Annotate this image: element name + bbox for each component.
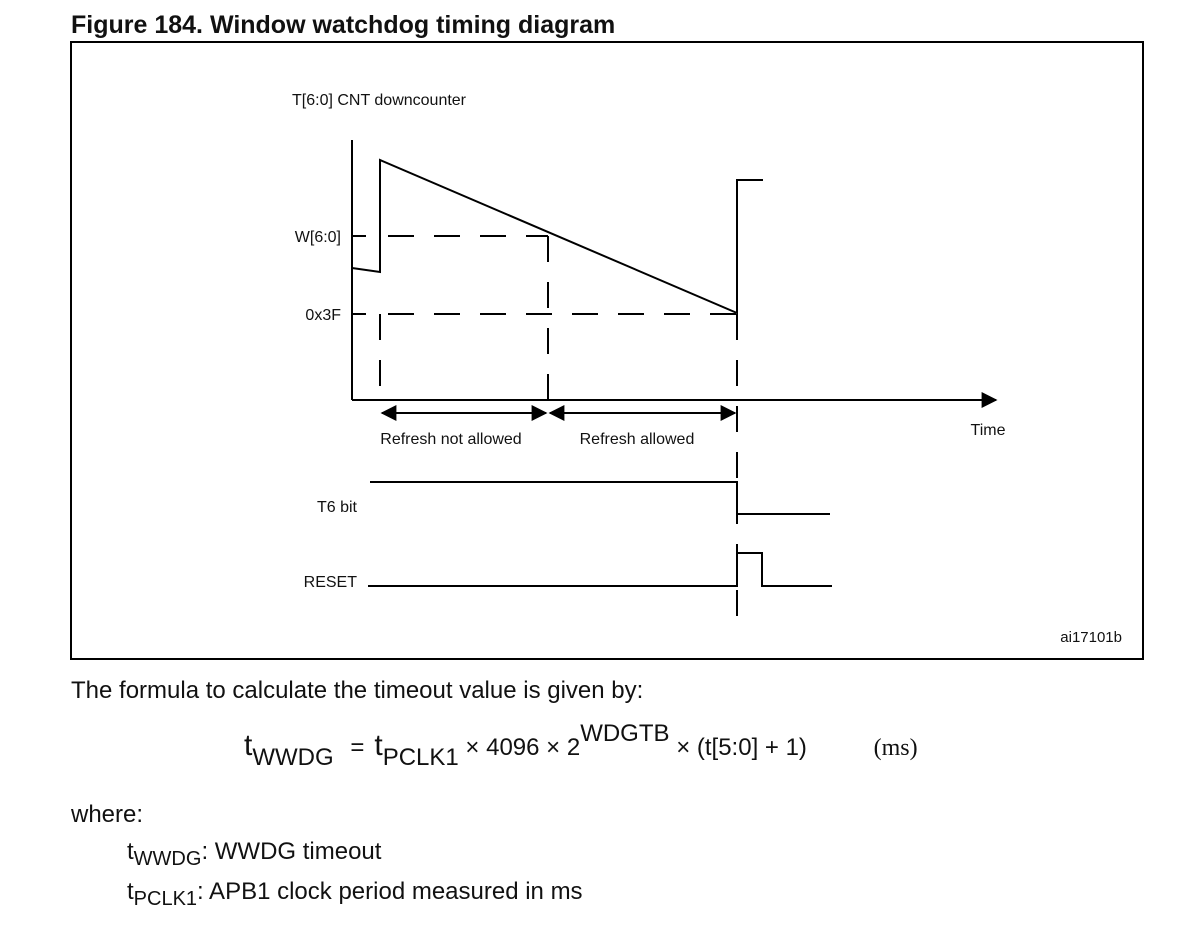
- term: × (t[5:0] + 1): [676, 734, 807, 761]
- definition: tWWDG: WWDG timeout: [127, 838, 381, 871]
- figure-ref: ai17101b: [1060, 629, 1122, 646]
- symbol: =: [350, 734, 365, 761]
- y-axis-label: T[6:0] CNT downcounter: [292, 92, 467, 109]
- subscript: PCLK1: [382, 744, 459, 771]
- window-label: W[6:0]: [295, 229, 341, 246]
- figure-frame: [70, 41, 1144, 660]
- definition-text: : WWDG timeout: [201, 838, 382, 865]
- formula: tWWDG = tPCLK1 × 4096 × 2WDGTB × (t[5:0] …: [244, 720, 918, 772]
- figure: Figure 184. Window watchdog timing diagr…: [70, 11, 1144, 660]
- symbol: t: [374, 729, 383, 762]
- symbol: t: [244, 729, 253, 762]
- figure-title: Figure 184. Window watchdog timing diagr…: [71, 11, 615, 39]
- subscript: WWDG: [252, 744, 334, 771]
- intro: The formula to calculate the timeout val…: [71, 677, 644, 704]
- threshold-label: 0x3F: [305, 307, 341, 324]
- where: where:: [71, 801, 144, 828]
- term: × 4096 × 2: [465, 734, 581, 761]
- signal-label: RESET: [304, 574, 358, 591]
- symbol: t: [127, 838, 134, 865]
- superscript: WDGTB: [580, 720, 670, 747]
- diagram-lines: [351, 140, 998, 628]
- x-axis-label: Time: [971, 422, 1006, 439]
- subscript: PCLK1: [133, 888, 198, 910]
- symbol: t: [127, 878, 134, 905]
- unit: (ms): [873, 735, 918, 761]
- definition-text: : APB1 clock period measured in ms: [197, 878, 583, 905]
- interval-label: Refresh not allowed: [380, 431, 521, 448]
- interval-label: Refresh allowed: [580, 431, 695, 448]
- definition: tPCLK1: APB1 clock period measured in ms: [127, 878, 583, 911]
- subscript: WWDG: [133, 848, 202, 870]
- signal-label: T6 bit: [317, 499, 358, 516]
